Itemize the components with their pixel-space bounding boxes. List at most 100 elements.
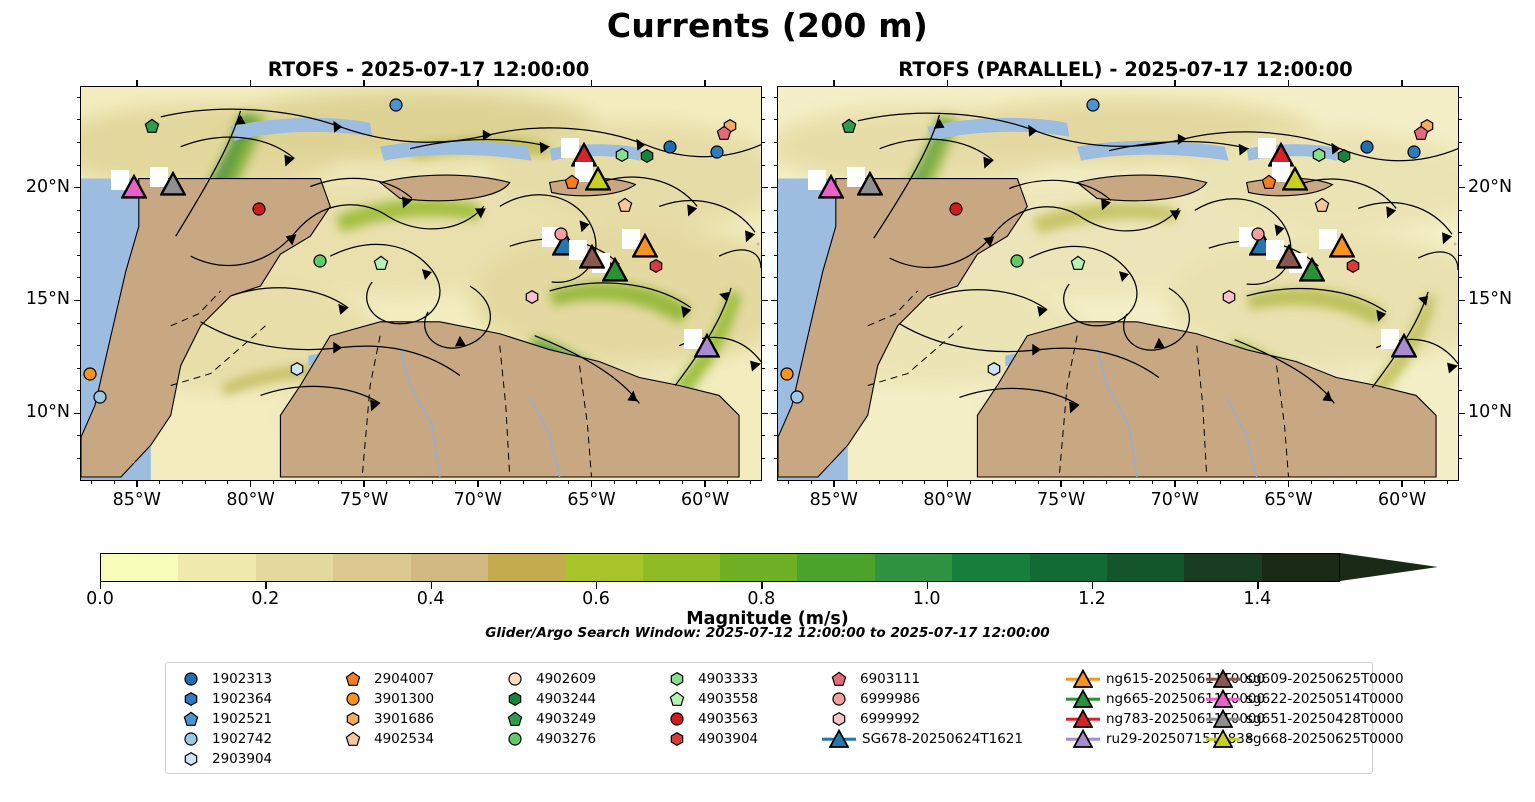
argo-marker[interactable] (373, 255, 389, 271)
argo-marker[interactable] (640, 148, 655, 163)
map-panel-rtofs-parallel[interactable] (777, 86, 1459, 481)
legend-item[interactable]: 6903111 (822, 669, 1023, 689)
argo-marker[interactable] (1251, 227, 1266, 242)
argo-marker[interactable] (757, 242, 760, 246)
lat-tick (74, 299, 80, 302)
legend-item[interactable]: sg622-20250514T0000 (1206, 689, 1404, 709)
lon-tick-top (946, 80, 949, 86)
argo-marker[interactable] (145, 118, 160, 134)
legend-item[interactable]: 1902742 (174, 729, 272, 749)
argo-marker[interactable] (649, 258, 664, 273)
legend-item[interactable]: 4903563 (660, 709, 758, 729)
argo-marker[interactable] (662, 139, 677, 154)
glider-marker[interactable] (1258, 137, 1295, 168)
glider-marker[interactable] (569, 239, 606, 270)
argo-marker[interactable] (614, 147, 629, 162)
lat-minor-tick (774, 277, 777, 279)
argo-marker[interactable] (617, 197, 633, 212)
argo-marker[interactable] (1009, 254, 1024, 269)
legend-item[interactable]: 6999986 (822, 689, 1023, 709)
argo-marker[interactable] (564, 175, 580, 190)
argo-marker[interactable] (842, 118, 857, 134)
glider-marker[interactable] (1319, 229, 1356, 259)
legend-item[interactable]: 1902521 (174, 709, 272, 729)
glider-marker[interactable] (561, 137, 598, 168)
argo-marker[interactable] (716, 126, 731, 141)
legend-item[interactable]: 4903249 (498, 709, 596, 729)
argo-marker[interactable] (1359, 139, 1374, 154)
argo-marker[interactable] (1085, 97, 1100, 112)
lat-minor-tick (1459, 209, 1462, 211)
glider-marker[interactable] (1271, 162, 1308, 192)
argo-marker[interactable] (1337, 148, 1352, 163)
colorbar[interactable] (100, 553, 1340, 582)
glider-marker[interactable] (622, 229, 659, 259)
legend-item[interactable]: 1902364 (174, 689, 272, 709)
glider-marker[interactable] (574, 162, 611, 192)
argo-marker[interactable] (524, 290, 539, 305)
legend-item[interactable]: 3901300 (336, 689, 434, 709)
lon-minor-tick (159, 481, 161, 484)
legend-item[interactable]: 2904007 (336, 669, 434, 689)
argo-marker-icon (822, 709, 856, 729)
legend-item[interactable]: sg609-20250625T0000 (1206, 669, 1404, 689)
lat-minor-tick (77, 209, 80, 211)
glider-marker[interactable] (846, 167, 883, 197)
legend-item[interactable]: 1902313 (174, 669, 272, 689)
glider-marker[interactable] (1266, 239, 1303, 270)
legend-item[interactable]: 4903276 (498, 729, 596, 749)
legend-item[interactable]: 4903558 (660, 689, 758, 709)
legend-item[interactable]: 4902534 (336, 729, 434, 749)
legend-item-label: 6903111 (860, 671, 921, 687)
argo-marker[interactable] (709, 144, 724, 159)
lon-tick-top (704, 80, 706, 86)
lat-minor-tick (762, 232, 765, 234)
legend-item[interactable]: 4903904 (660, 729, 758, 749)
argo-marker[interactable] (1346, 258, 1361, 273)
legend[interactable]: 1902313 1902364 1902521 1902742 2903904 29040… (165, 662, 1404, 774)
argo-marker-icon (660, 689, 694, 709)
argo-marker[interactable] (388, 97, 403, 112)
lon-tick (363, 481, 365, 487)
legend-item[interactable]: 6999992 (822, 709, 1023, 729)
argo-marker[interactable] (949, 201, 964, 216)
lon-minor-tick (681, 481, 683, 484)
argo-marker[interactable] (312, 254, 327, 269)
argo-marker[interactable] (1070, 255, 1086, 271)
argo-marker[interactable] (290, 362, 305, 377)
glider-marker[interactable] (1289, 252, 1326, 283)
glider-marker[interactable] (683, 329, 720, 359)
legend-item[interactable]: 4903244 (498, 689, 596, 709)
glider-track (574, 162, 593, 183)
glider-marker[interactable] (149, 167, 186, 197)
legend-item[interactable]: 2903904 (174, 749, 272, 769)
argo-marker[interactable] (1406, 144, 1421, 159)
legend-item[interactable]: 4903333 (660, 669, 758, 689)
legend-item[interactable]: sg668-20250625T0000 (1206, 729, 1404, 749)
legend-item[interactable]: 4902609 (498, 669, 596, 689)
legend-item[interactable]: SG678-20250624T1621 (822, 729, 1023, 749)
argo-marker[interactable] (1221, 290, 1236, 305)
glider-marker[interactable] (1380, 329, 1417, 359)
map-panel-rtofs[interactable] (80, 86, 762, 481)
argo-marker[interactable] (1261, 175, 1277, 190)
glider-marker[interactable] (808, 170, 845, 200)
argo-marker[interactable] (779, 366, 794, 381)
argo-marker[interactable] (987, 362, 1002, 377)
argo-marker[interactable] (82, 366, 97, 381)
argo-marker[interactable] (1311, 147, 1326, 162)
argo-marker[interactable] (1413, 126, 1428, 141)
argo-marker[interactable] (93, 390, 108, 405)
lon-minor-tick (113, 481, 115, 484)
glider-marker[interactable] (592, 252, 629, 283)
legend-item[interactable]: sg651-20250428T0000 (1206, 709, 1404, 729)
argo-marker[interactable] (1314, 197, 1330, 212)
glider-marker[interactable] (111, 170, 148, 200)
colorbar-segment-14 (1184, 554, 1262, 581)
argo-marker[interactable] (252, 201, 267, 216)
argo-marker[interactable] (554, 227, 569, 242)
lon-minor-tick (431, 481, 433, 484)
argo-marker[interactable] (1454, 242, 1457, 246)
legend-item[interactable]: 3901686 (336, 709, 434, 729)
argo-marker[interactable] (790, 390, 805, 405)
